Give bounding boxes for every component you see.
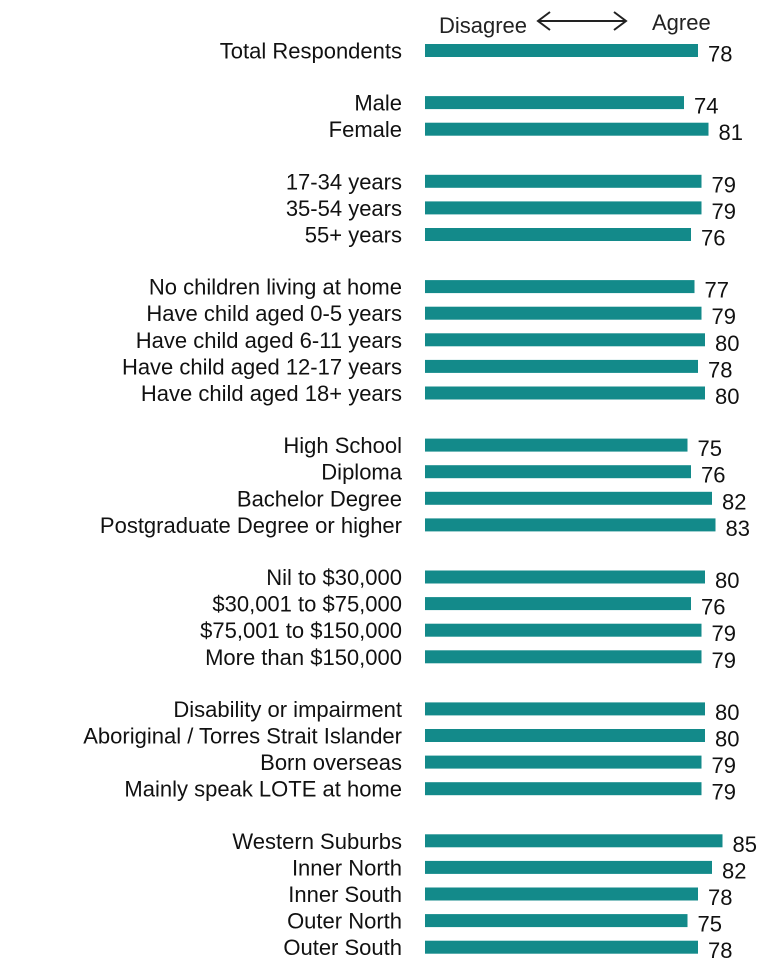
data-label: 76: [701, 226, 725, 251]
data-label: 79: [712, 621, 736, 646]
category-label: Female: [329, 117, 402, 142]
category-label: Total Respondents: [220, 39, 402, 64]
category-label: Diploma: [321, 460, 402, 485]
category-label: $30,001 to $75,000: [212, 592, 402, 617]
data-label: 79: [712, 172, 736, 197]
bar: [425, 174, 702, 188]
data-label: 78: [708, 885, 732, 910]
double-arrow-icon: [536, 11, 628, 31]
data-label: 78: [708, 357, 732, 382]
data-label: 79: [712, 304, 736, 329]
category-label: 55+ years: [305, 223, 402, 248]
bar: [425, 280, 695, 294]
category-label: Postgraduate Degree or higher: [100, 513, 402, 538]
scale-label-disagree: Disagree: [439, 13, 527, 38]
data-label: 75: [698, 436, 722, 461]
category-label: Have child aged 12-17 years: [122, 354, 402, 379]
data-label: 82: [722, 489, 746, 514]
data-label: 83: [726, 516, 750, 541]
scale-header: Disagree Agree: [439, 10, 711, 38]
data-label: 78: [708, 938, 732, 963]
bar: [425, 782, 702, 796]
category-label: $75,001 to $150,000: [200, 618, 402, 643]
bar: [425, 834, 723, 848]
data-label: 81: [719, 120, 743, 145]
bar: [425, 570, 705, 584]
category-label: More than $150,000: [205, 645, 402, 670]
bar: [425, 729, 705, 742]
data-label: 79: [712, 199, 736, 224]
category-label: Have child aged 0-5 years: [146, 301, 402, 326]
category-label: Mainly speak LOTE at home: [124, 777, 402, 802]
data-label: 79: [712, 753, 736, 778]
bar: [425, 122, 709, 136]
category-label: Nil to $30,000: [266, 565, 402, 590]
bar: [425, 306, 702, 320]
bar: [425, 887, 698, 901]
data-label: 78: [708, 42, 732, 67]
bar: [425, 940, 698, 954]
bar: [425, 650, 702, 664]
bar-rows: Total Respondents 78 Male 74 Female 81 17-34 y…: [83, 39, 757, 963]
bar: [425, 465, 691, 479]
data-label: 77: [705, 278, 729, 303]
data-label: 80: [715, 331, 739, 356]
bar: [425, 755, 702, 769]
category-label: High School: [283, 433, 402, 458]
bar: [425, 333, 705, 347]
bar: [425, 386, 705, 400]
bar: [425, 860, 712, 874]
category-label: Bachelor Degree: [237, 486, 402, 511]
category-label: Have child aged 18+ years: [141, 381, 402, 406]
bar: [425, 623, 702, 637]
bar: [425, 96, 684, 110]
data-label: 80: [715, 568, 739, 593]
category-label: Western Suburbs: [232, 829, 402, 854]
bar: [425, 201, 702, 215]
category-label: Male: [354, 91, 402, 116]
category-label: 17-34 years: [286, 169, 402, 194]
bar: [425, 518, 716, 532]
scale-label-agree: Agree: [652, 10, 711, 35]
bar: [425, 359, 698, 373]
data-label: 82: [722, 858, 746, 883]
bar: [425, 491, 712, 505]
category-label: 35-54 years: [286, 196, 402, 221]
data-label: 85: [733, 832, 757, 857]
category-label: Inner South: [288, 882, 402, 907]
data-label: 80: [715, 727, 739, 752]
bar: [425, 228, 691, 241]
bar: [425, 702, 705, 716]
category-label: Disability or impairment: [173, 697, 402, 722]
data-label: 79: [712, 648, 736, 673]
data-label: 76: [701, 595, 725, 620]
category-label: No children living at home: [149, 275, 402, 300]
category-label: Aboriginal / Torres Strait Islander: [83, 724, 402, 749]
data-label: 74: [694, 94, 718, 119]
data-label: 80: [715, 700, 739, 725]
category-label: Have child aged 6-11 years: [136, 328, 402, 353]
category-label: Outer South: [283, 935, 402, 960]
bar: [425, 597, 691, 611]
category-label: Outer North: [287, 909, 402, 934]
category-label: Inner North: [292, 855, 402, 880]
bar: [425, 438, 688, 452]
data-label: 76: [701, 463, 725, 488]
data-label: 79: [712, 780, 736, 805]
data-label: 80: [715, 384, 739, 409]
data-label: 75: [698, 912, 722, 937]
bar: [425, 914, 688, 928]
category-label: Born overseas: [260, 750, 402, 775]
bar: [425, 44, 698, 57]
